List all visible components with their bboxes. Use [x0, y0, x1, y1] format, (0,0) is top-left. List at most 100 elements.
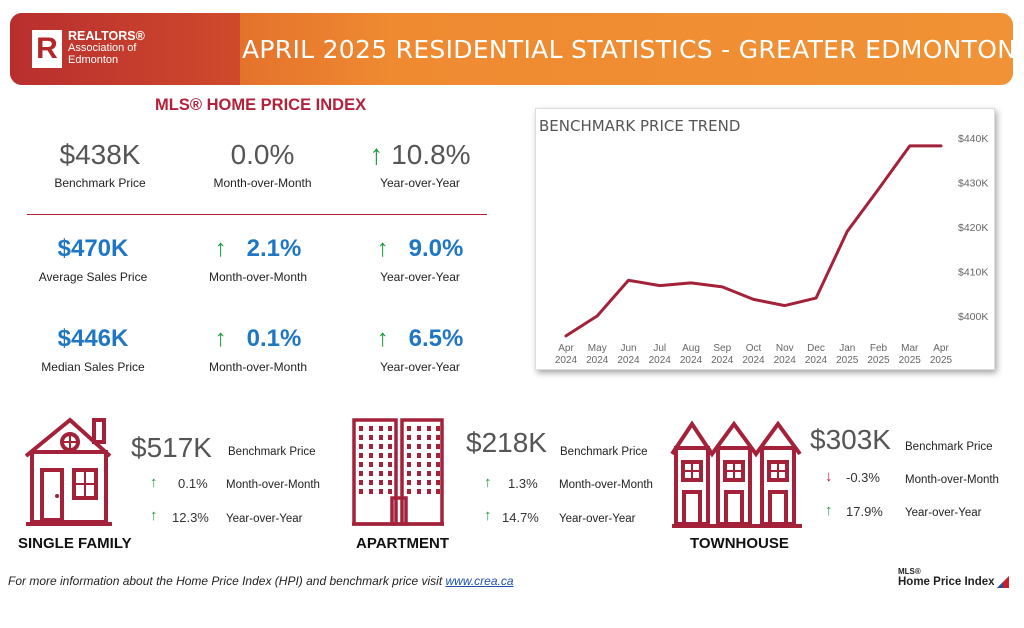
- apartment-window: [388, 489, 392, 494]
- apartment-window: [436, 489, 440, 494]
- house-icon: [24, 417, 112, 526]
- footer-text: For more information about the Home Pric…: [8, 574, 446, 588]
- apartment-window: [359, 426, 363, 431]
- single-family-benchmark-label: Benchmark Price: [228, 446, 316, 458]
- page-title: APRIL 2025 RESIDENTIAL STATISTICS - GREA…: [242, 35, 1013, 64]
- townhouse-yoy-label: Year-over-Year: [905, 507, 982, 519]
- arrow-up-icon: ↑: [484, 507, 492, 524]
- apartment-window: [407, 435, 411, 440]
- apartment-window: [359, 444, 363, 449]
- apartment-window: [388, 462, 392, 467]
- arrow-up-icon: ↑: [150, 474, 158, 491]
- apartment-window: [379, 426, 383, 431]
- apartment-window: [407, 480, 411, 485]
- arrow-up-icon: ↑: [376, 235, 389, 262]
- section-divider: [27, 214, 487, 215]
- x-tick-label: Aug: [682, 343, 700, 354]
- x-tick-label: 2024: [805, 355, 828, 366]
- mls-arrow-icon: [996, 576, 1009, 588]
- apartment-benchmark-label: Benchmark Price: [560, 446, 648, 458]
- x-tick-label: 2024: [742, 355, 765, 366]
- apartment-label: APARTMENT: [356, 535, 450, 552]
- chart-canvas: $400K$410K$420K$430K$440KApr2024May2024J…: [555, 133, 989, 366]
- arrow-up-icon: ↑: [825, 502, 833, 519]
- apartment-window: [369, 426, 373, 431]
- apartment-window: [388, 426, 392, 431]
- x-tick-label: Nov: [776, 343, 794, 354]
- arrow-up-icon: ↑: [214, 325, 227, 352]
- apartment-window: [379, 471, 383, 476]
- apartment-window: [359, 471, 363, 476]
- apartment-window: [407, 426, 411, 431]
- arrow-up-icon: ↑: [214, 235, 227, 262]
- benchmark-mom-label: Month-over-Month: [213, 176, 312, 190]
- mls-logo-text: Home Price Index: [898, 576, 995, 588]
- y-tick-label: $420K: [958, 222, 988, 234]
- x-tick-label: Sep: [713, 343, 731, 354]
- apartment-window: [427, 462, 431, 467]
- benchmark-yoy-value: 10.8%: [391, 139, 471, 170]
- apartment-window: [427, 480, 431, 485]
- apartment-window: [436, 480, 440, 485]
- arrow-up-icon: ↑: [150, 507, 158, 524]
- median-yoy-label: Year-over-Year: [380, 360, 460, 374]
- footer-note: For more information about the Home Pric…: [8, 574, 514, 588]
- apartment-window: [436, 462, 440, 467]
- x-tick-label: Jan: [839, 343, 855, 354]
- apartment-window: [417, 435, 421, 440]
- x-tick-label: 2024: [680, 355, 703, 366]
- apartment-window: [379, 435, 383, 440]
- apartment-window: [427, 453, 431, 458]
- average-mom-value: 2.1%: [246, 235, 302, 262]
- chart-title: BENCHMARK PRICE TREND: [539, 117, 741, 135]
- apartment-mom-label: Month-over-Month: [559, 479, 653, 491]
- apartment-mom: 1.3%: [508, 476, 538, 491]
- apartment-window: [388, 453, 392, 458]
- x-tick-label: Jun: [620, 343, 636, 354]
- x-tick-label: 2025: [836, 355, 859, 366]
- average-mom-label: Month-over-Month: [208, 270, 308, 284]
- y-tick-label: $410K: [958, 266, 988, 278]
- apartment-window: [417, 426, 421, 431]
- apartment-window: [388, 435, 392, 440]
- apartment-window: [417, 462, 421, 467]
- apartment-window: [407, 489, 411, 494]
- apartment-window: [369, 435, 373, 440]
- apartment-window: [369, 489, 373, 494]
- benchmark-mom-stat: 0.0% Month-over-Month: [195, 138, 330, 190]
- median-yoy-stat: ↑ 6.5% Year-over-Year: [355, 322, 485, 374]
- apartment-window: [388, 480, 392, 485]
- mls-hpi-logo: MLS® Home Price Index: [898, 567, 1009, 588]
- x-tick-label: 2025: [930, 355, 953, 366]
- apartment-window: [407, 462, 411, 467]
- arrow-up-icon: ↑: [376, 325, 389, 352]
- benchmark-trend-chart: BENCHMARK PRICE TREND $400K $410K $420K $43…: [535, 108, 995, 370]
- median-mom-value: 0.1%: [246, 325, 302, 352]
- apartment-window: [369, 453, 373, 458]
- average-yoy-value: 9.0%: [408, 235, 464, 262]
- y-tick-label: $440K: [958, 133, 988, 145]
- apartment-window: [436, 444, 440, 449]
- apartment-window: [388, 471, 392, 476]
- x-tick-label: Oct: [746, 343, 762, 354]
- apartment-yoy-label: Year-over-Year: [559, 513, 636, 525]
- x-tick-label: 2024: [617, 355, 640, 366]
- townhouse-benchmark: $303K: [810, 424, 891, 455]
- mls-logo-small: MLS®: [898, 567, 921, 576]
- apartment-window: [436, 426, 440, 431]
- single-family-yoy: 12.3%: [172, 510, 209, 525]
- arrow-up-icon: ↑: [484, 474, 492, 491]
- x-tick-label: 2024: [555, 355, 578, 366]
- median-value: $446K: [57, 325, 129, 352]
- townhouse-mom: -0.3%: [846, 470, 880, 485]
- single-family-mom-label: Month-over-Month: [226, 479, 320, 491]
- benchmark-label: Benchmark Price: [54, 176, 146, 190]
- apartment-window: [407, 453, 411, 458]
- crea-link[interactable]: www.crea.ca: [445, 574, 514, 588]
- apartment-window: [369, 480, 373, 485]
- x-tick-label: 2024: [586, 355, 609, 366]
- single-family-yoy-label: Year-over-Year: [226, 513, 303, 525]
- apartment-window: [388, 444, 392, 449]
- apartment-window: [427, 444, 431, 449]
- apartment-window: [427, 435, 431, 440]
